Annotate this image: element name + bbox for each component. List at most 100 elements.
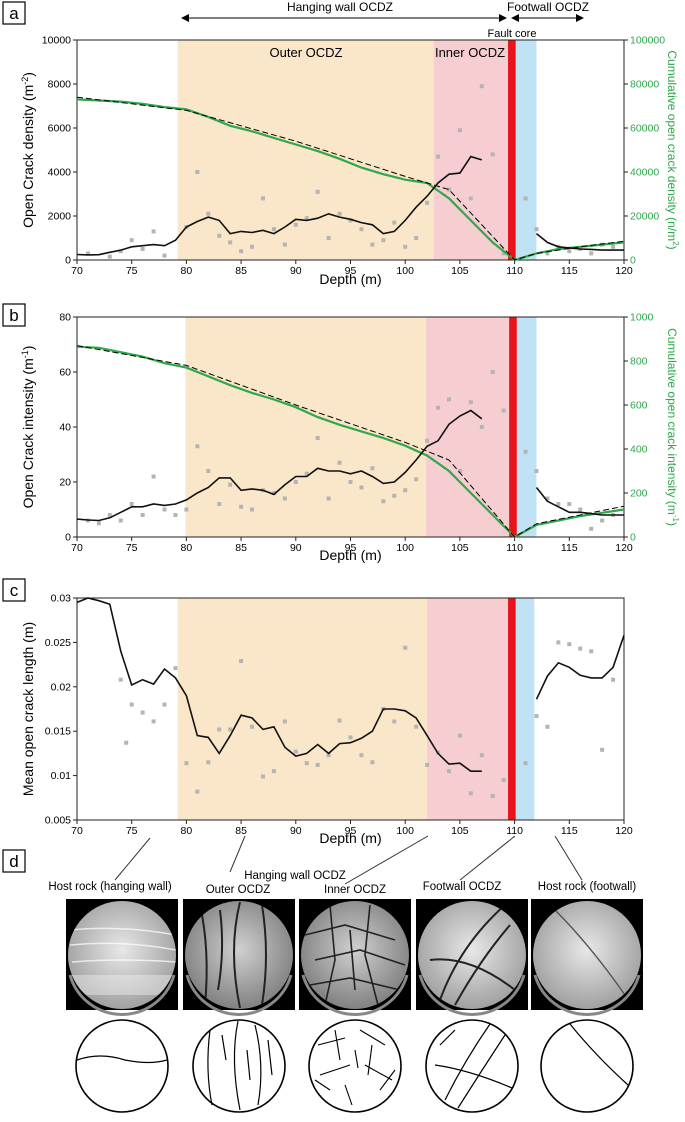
y2-axis-label-close: ) <box>665 522 679 526</box>
inner-zone-label: Inner OCDZ <box>435 45 505 60</box>
x-tick-label: 85 <box>235 265 247 277</box>
zone-outer-band <box>185 317 426 537</box>
x-tick-label: 70 <box>71 825 83 837</box>
raw-data-point <box>184 507 189 512</box>
raw-data-point <box>381 499 386 504</box>
sketch-inner <box>308 1019 402 1113</box>
raw-data-point <box>239 249 244 254</box>
raw-data-point <box>118 677 123 682</box>
raw-data-point <box>250 244 255 249</box>
y-tick-label: 0 <box>65 255 71 267</box>
raw-data-point <box>446 397 451 402</box>
raw-data-point <box>326 496 331 501</box>
x-axis-label: Depth (m) <box>319 271 381 287</box>
y-tick-label: 8000 <box>48 79 72 91</box>
y-axis-label-sup: -2 <box>20 77 30 85</box>
raw-data-point <box>457 733 462 738</box>
raw-data-point <box>337 211 342 216</box>
zone-inner-band <box>427 598 509 820</box>
x-tick-label: 95 <box>345 825 357 837</box>
raw-data-point <box>206 760 211 765</box>
raw-data-point <box>446 769 451 774</box>
outer-zone-label: Outer OCDZ <box>270 45 343 60</box>
y-axis-label-close: ) <box>20 72 36 77</box>
raw-data-point <box>260 774 265 779</box>
y2-tick-label: 0 <box>630 255 636 267</box>
x-tick-label: 110 <box>506 542 523 554</box>
y2-tick-label: 80000 <box>630 79 659 91</box>
raw-data-point <box>293 749 298 754</box>
raw-data-point <box>490 794 495 799</box>
raw-data-point <box>425 200 430 205</box>
panel-b: b 70 75 80 85 90 95 100 105 110 115 12002040608002… <box>2 303 680 564</box>
raw-data-point <box>589 251 594 256</box>
raw-data-point <box>348 480 353 484</box>
raw-data-point <box>403 244 408 249</box>
raw-data-point <box>326 236 331 240</box>
zone-footwall-band <box>516 317 537 537</box>
panel-b-letter-box <box>2 303 26 327</box>
zone-footwall-band <box>515 598 535 820</box>
zone-inner-band <box>425 317 510 537</box>
cumulative-trend-dashed-line <box>76 96 625 261</box>
raw-data-point <box>359 227 364 232</box>
ct-image-host-footwall <box>531 899 643 1016</box>
x-tick-label: 120 <box>615 265 633 277</box>
hanging-wall-label: Hanging wall OCDZ <box>287 0 393 14</box>
raw-data-point <box>162 507 167 512</box>
raw-data-point <box>206 211 211 216</box>
y-tick-label: 0.005 <box>45 815 71 827</box>
sample-label-host-footwall: Host rock (footwall) <box>538 881 637 893</box>
x-tick-label: 75 <box>126 265 138 277</box>
fault-core-band <box>508 40 516 260</box>
raw-data-point <box>151 474 156 479</box>
raw-data-point <box>534 469 539 473</box>
panel-b-plot: 70 75 80 85 90 95 100 105 110 115 1200204060800200… <box>20 312 680 564</box>
raw-data-point <box>260 196 265 201</box>
raw-data-point <box>600 518 605 523</box>
x-tick-label: 100 <box>396 265 414 277</box>
raw-data-point <box>271 491 276 495</box>
panel-c: c 70 75 80 85 90 95 100 105 110 115 120 0.005 0.01 0.… <box>2 578 633 846</box>
raw-data-point <box>326 753 331 758</box>
raw-data-point <box>611 677 616 682</box>
y-tick-label: 6000 <box>48 123 72 135</box>
y-axis-label-text: Mean open crack length (m) <box>20 622 36 796</box>
x-tick-label: 80 <box>181 825 193 837</box>
raw-data-point <box>392 493 397 498</box>
x-axis-label: Depth (m) <box>319 830 381 846</box>
raw-data-point <box>206 469 211 473</box>
raw-data-point <box>195 789 200 794</box>
panel-a-letter-box <box>2 1 26 25</box>
zone-outer-band <box>177 40 434 260</box>
raw-data-point <box>129 702 134 707</box>
raw-data-point <box>403 488 408 493</box>
y2-tick-label: 100000 <box>630 35 665 47</box>
y2-tick-label: 40000 <box>630 167 659 179</box>
raw-data-point <box>436 154 441 159</box>
raw-data-point <box>490 370 495 374</box>
y-axis-label-sup: -1 <box>20 350 30 358</box>
raw-data-point <box>293 480 298 484</box>
y-tick-label: 4000 <box>48 167 72 179</box>
y-tick-label: 10000 <box>42 35 71 47</box>
x-tick-label: 85 <box>235 542 247 554</box>
panel-c-letter: c <box>10 581 19 600</box>
raw-data-point <box>217 233 222 238</box>
raw-data-point <box>589 526 594 531</box>
raw-data-point <box>85 251 90 256</box>
x-tick-label: 90 <box>290 542 302 554</box>
raw-data-point <box>304 761 309 766</box>
raw-data-point <box>282 496 287 501</box>
y2-axis-label: Cumulative open crack intensity (m-1) <box>665 328 680 526</box>
raw-data-point <box>468 400 473 405</box>
raw-data-point <box>107 254 112 259</box>
ct-image-inner <box>299 899 411 1016</box>
y2-axis-label-text: Cumulative open crack density (n/m <box>665 50 679 241</box>
raw-data-point <box>118 249 123 254</box>
y-axis-label-text: Open Crack intensity (m <box>20 358 36 508</box>
raw-data-point <box>173 666 178 671</box>
raw-data-point <box>425 438 430 443</box>
x-tick-label: 95 <box>345 542 357 554</box>
raw-data-point <box>545 724 550 729</box>
